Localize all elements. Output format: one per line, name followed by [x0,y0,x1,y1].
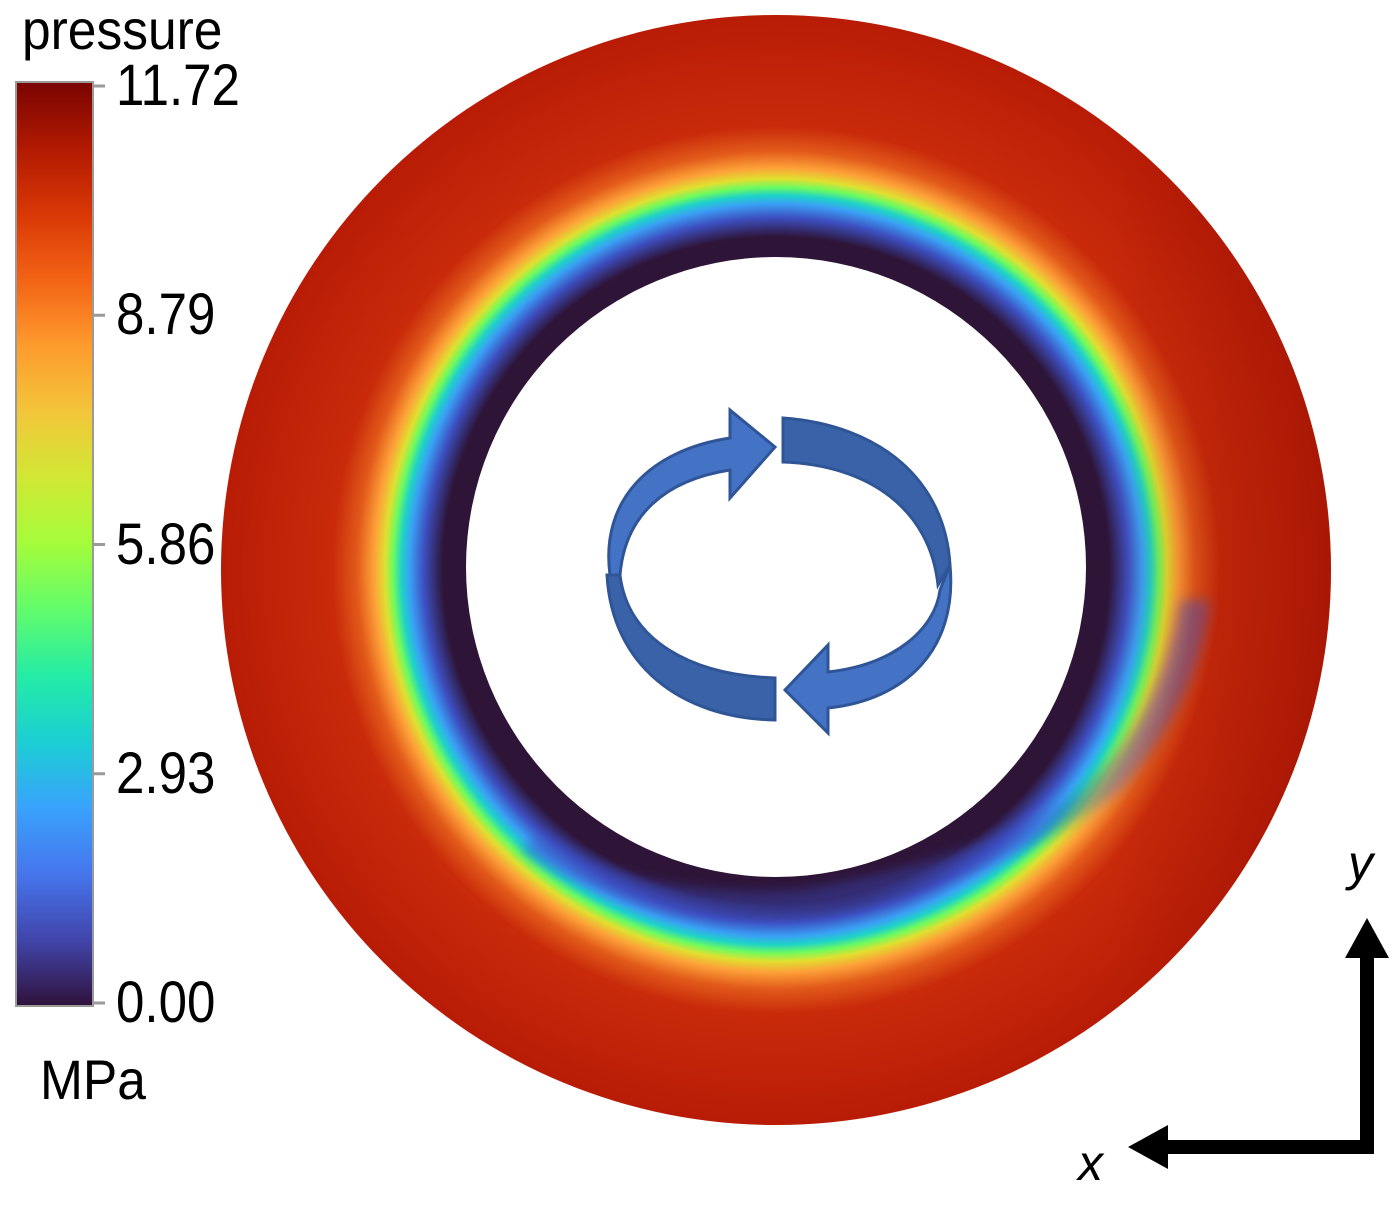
axis-y-label: y [1348,835,1373,891]
rotation-arrow-lower [782,564,953,737]
y-axis-arrowhead [1345,918,1389,958]
colorbar-gradient [15,81,94,1007]
rotation-band-upper [781,416,952,590]
colorbar [15,81,105,1007]
axes-indicator [1128,918,1389,1169]
colorbar-unit: MPa [40,1048,146,1111]
pressure-annulus [221,15,1331,1125]
pressure-front-distortion [520,600,1210,918]
colorbar-title: pressure [22,0,223,61]
rotation-arrow-upper [607,406,778,577]
axes-lines [1165,950,1374,1154]
colorbar-tick-label: 5.86 [116,511,216,577]
colorbar-tick-label: 8.79 [116,282,216,348]
x-axis-arrowhead [1128,1125,1168,1169]
colorbar-tick-label: 0.00 [116,970,216,1035]
colorbar-tick-label: 2.93 [116,740,216,806]
axis-x-label: x [1078,1135,1103,1191]
inner-hole [466,257,1086,877]
colorbar-tick-label: 11.72 [116,53,240,118]
rotation-arrows-icon [605,406,953,737]
rotation-band-lower [605,573,777,722]
colorbar-tick-marks [93,84,105,1005]
